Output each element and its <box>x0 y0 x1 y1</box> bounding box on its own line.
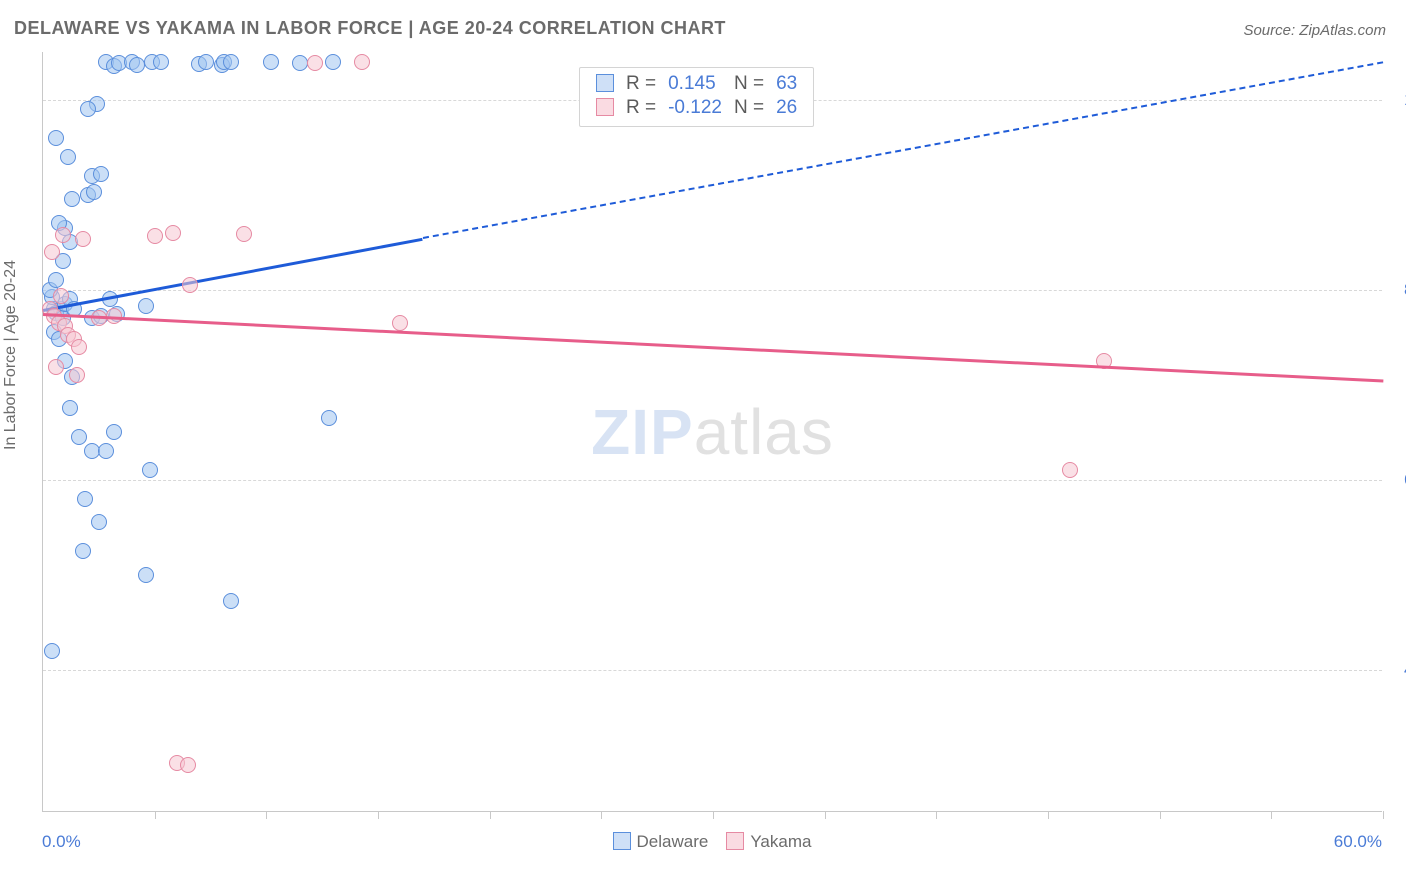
correlation-chart: DELAWARE VS YAKAMA IN LABOR FORCE | AGE … <box>0 0 1406 892</box>
scatter-point <box>60 149 76 165</box>
scatter-point <box>48 359 64 375</box>
scatter-point <box>292 55 308 71</box>
legend-r-label: R = <box>620 96 662 120</box>
legend-swatch <box>726 832 744 850</box>
x-tick <box>1271 811 1272 819</box>
scatter-point <box>236 226 252 242</box>
y-tick-label: 80.0% <box>1386 280 1406 300</box>
legend-series-label: Delaware <box>637 832 709 851</box>
x-tick <box>378 811 379 819</box>
legend-stats-row: R =0.145N =63 <box>590 72 803 96</box>
legend-swatch <box>596 74 614 92</box>
legend-n-value: 26 <box>770 96 803 120</box>
legend-r-value: -0.122 <box>662 96 728 120</box>
scatter-point <box>98 443 114 459</box>
x-tick <box>825 811 826 819</box>
scatter-point <box>80 101 96 117</box>
legend-stats-row: R =-0.122N =26 <box>590 96 803 120</box>
scatter-point <box>325 54 341 70</box>
scatter-point <box>321 410 337 426</box>
scatter-point <box>129 57 145 73</box>
trendline-solid <box>43 313 1383 382</box>
scatter-point <box>263 54 279 70</box>
scatter-point <box>48 130 64 146</box>
y-tick-label: 40.0% <box>1386 660 1406 680</box>
scatter-point <box>71 429 87 445</box>
legend-n-value: 63 <box>770 72 803 96</box>
source-label: Source: ZipAtlas.com <box>1243 22 1386 39</box>
x-tick <box>936 811 937 819</box>
scatter-point <box>91 514 107 530</box>
scatter-point <box>165 225 181 241</box>
y-tick-label: 60.0% <box>1386 470 1406 490</box>
scatter-point <box>182 277 198 293</box>
legend-swatch <box>596 98 614 116</box>
scatter-point <box>93 166 109 182</box>
watermark-atlas: atlas <box>694 396 834 468</box>
x-tick <box>1160 811 1161 819</box>
x-tick <box>266 811 267 819</box>
scatter-point <box>147 228 163 244</box>
trendline-dashed <box>422 62 1383 240</box>
scatter-point <box>354 54 370 70</box>
chart-title: DELAWARE VS YAKAMA IN LABOR FORCE | AGE … <box>14 18 726 39</box>
y-axis-label: In Labor Force | Age 20-24 <box>2 260 20 450</box>
scatter-point <box>153 54 169 70</box>
scatter-point <box>75 231 91 247</box>
scatter-point <box>44 244 60 260</box>
gridline-h <box>43 670 1382 671</box>
scatter-point <box>71 339 87 355</box>
scatter-point <box>198 54 214 70</box>
scatter-point <box>392 315 408 331</box>
scatter-point <box>53 288 69 304</box>
y-tick-label: 100.0% <box>1386 90 1406 110</box>
legend-swatch <box>613 832 631 850</box>
x-tick <box>1383 811 1384 819</box>
watermark: ZIPatlas <box>591 395 834 469</box>
scatter-point <box>48 272 64 288</box>
scatter-point <box>223 593 239 609</box>
scatter-point <box>1062 462 1078 478</box>
scatter-point <box>138 298 154 314</box>
x-tick <box>1048 811 1049 819</box>
gridline-h <box>43 290 1382 291</box>
scatter-point <box>77 491 93 507</box>
scatter-point <box>180 757 196 773</box>
legend-stats: R =0.145N =63R =-0.122N =26 <box>579 67 814 127</box>
legend-bottom: Delaware Yakama <box>0 832 1406 852</box>
x-tick <box>713 811 714 819</box>
scatter-point <box>138 567 154 583</box>
x-tick <box>601 811 602 819</box>
plot-area: ZIPatlas 40.0%60.0%80.0%100.0%R =0.145N … <box>42 52 1382 812</box>
gridline-h <box>43 480 1382 481</box>
scatter-point <box>86 184 102 200</box>
scatter-point <box>307 55 323 71</box>
x-tick <box>155 811 156 819</box>
scatter-point <box>106 424 122 440</box>
x-tick <box>490 811 491 819</box>
scatter-point <box>75 543 91 559</box>
legend-n-label: N = <box>728 72 770 96</box>
scatter-point <box>44 643 60 659</box>
scatter-point <box>55 227 71 243</box>
trendline-solid <box>43 237 423 311</box>
legend-series-label: Yakama <box>750 832 811 851</box>
legend-r-label: R = <box>620 72 662 96</box>
scatter-point <box>62 400 78 416</box>
legend-r-value: 0.145 <box>662 72 728 96</box>
scatter-point <box>142 462 158 478</box>
watermark-zip: ZIP <box>591 396 694 468</box>
scatter-point <box>69 367 85 383</box>
scatter-point <box>64 191 80 207</box>
legend-n-label: N = <box>728 96 770 120</box>
scatter-point <box>223 54 239 70</box>
